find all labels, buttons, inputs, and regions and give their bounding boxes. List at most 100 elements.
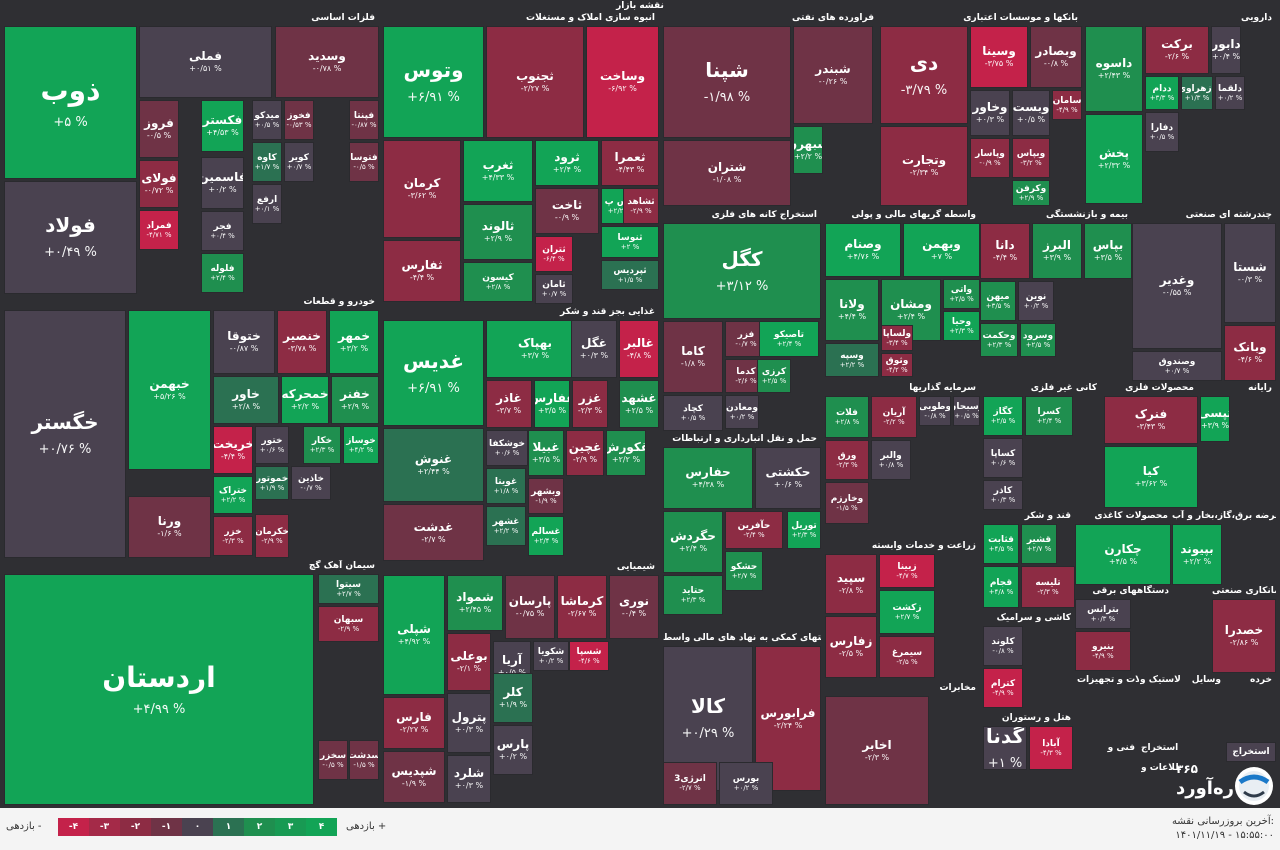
symbol-tile[interactable]: خمهر +۳/۲ % <box>329 310 379 374</box>
symbol-tile[interactable]: کترام -۴/۹ % <box>983 668 1023 708</box>
symbol-tile[interactable]: کرماشا -۲/۶۷ % <box>557 575 607 639</box>
symbol-tile[interactable]: ثنوسا +۲ % <box>601 226 659 258</box>
symbol-tile[interactable]: وبصادر -۰/۸ % <box>1030 26 1082 88</box>
symbol-tile[interactable]: داسوه +۲/۴۳ % <box>1085 26 1143 112</box>
symbol-tile[interactable]: شپلی +۴/۹۲ % <box>383 575 445 695</box>
symbol-tile[interactable]: وبست +۰/۵ % <box>1012 90 1050 136</box>
symbol-tile[interactable]: فکستر +۴/۵۳ % <box>201 100 244 152</box>
symbol-tile[interactable]: برکت -۲/۶ % <box>1145 26 1209 74</box>
symbol-tile[interactable]: فپنتا -۰/۸۷ % <box>349 100 379 140</box>
symbol-tile[interactable]: ددام +۳/۳ % <box>1145 76 1179 110</box>
symbol-tile[interactable]: شلرد +۰/۳ % <box>447 755 491 803</box>
symbol-tile[interactable]: وکرفن +۲/۹ % <box>1012 180 1050 206</box>
symbol-tile[interactable]: کچاد +۰/۵ % <box>663 395 723 431</box>
symbol-tile[interactable]: غزر -۲/۳ % <box>572 380 608 428</box>
symbol-tile[interactable]: وبپاس -۳/۲ % <box>1012 138 1050 178</box>
symbol-tile[interactable]: دفارا +۰/۵ % <box>1145 112 1179 152</box>
symbol-tile[interactable]: کلوند -۰/۸ % <box>983 626 1023 666</box>
symbol-tile[interactable]: فولای -۰/۷۲ % <box>139 160 179 208</box>
symbol-tile[interactable]: وخارزم -۱/۵ % <box>825 482 869 524</box>
symbol-tile[interactable]: ختراک +۲/۲ % <box>213 476 253 514</box>
symbol-tile[interactable]: فنرک -۳/۴۳ % <box>1104 396 1198 444</box>
symbol-tile[interactable]: خوساز +۴/۲ % <box>343 426 379 464</box>
symbol-tile[interactable]: شستا -۰/۳ % <box>1224 223 1276 323</box>
symbol-tile[interactable]: کاما -۱/۸ % <box>663 321 723 393</box>
symbol-tile[interactable]: پخش +۲/۳۲ % <box>1085 114 1143 204</box>
symbol-tile[interactable]: سخزر -۰/۵ % <box>318 740 348 780</box>
symbol-tile[interactable]: ثاخت -۰/۹ % <box>535 188 599 234</box>
symbol-tile[interactable]: ثشاهد -۲/۹ % <box>623 188 659 224</box>
symbol-tile[interactable]: ولساپا -۳/۴ % <box>881 325 913 351</box>
symbol-tile[interactable]: کاذر +۰/۳ % <box>983 480 1023 510</box>
symbol-tile[interactable]: گدنا +۱ % <box>983 726 1027 770</box>
symbol-tile[interactable]: حکشتی +۰/۶ % <box>755 447 821 509</box>
symbol-tile[interactable]: کیا +۳/۶۲ % <box>1104 446 1198 508</box>
symbol-tile[interactable]: ختور +۰/۶ % <box>255 426 289 464</box>
symbol-tile[interactable]: وساخت -۶/۹۲ % <box>586 26 659 138</box>
symbol-tile[interactable]: نوین +۰/۲ % <box>1018 281 1054 321</box>
symbol-tile[interactable]: سیتوا +۲/۷ % <box>318 574 379 604</box>
symbol-tile[interactable]: فتوسا -۰/۵ % <box>349 142 379 182</box>
symbol-tile[interactable]: ثعمرا -۴/۴۳ % <box>601 140 659 186</box>
symbol-tile[interactable]: غشهر +۲/۲ % <box>486 506 526 546</box>
symbol-tile[interactable]: وسپه +۲/۲ % <box>825 343 879 377</box>
symbol-tile[interactable]: سبهان -۲/۹ % <box>318 606 379 642</box>
symbol-tile[interactable]: وسرود +۲/۵ % <box>1020 323 1056 357</box>
symbol-tile[interactable]: کاوه +۱/۷ % <box>252 142 282 182</box>
symbol-tile[interactable]: شبهرن+۲/۲ % <box>793 126 823 174</box>
symbol-tile[interactable]: فخوز -۰/۵۳ % <box>284 100 314 140</box>
symbol-tile[interactable]: اخابر -۲/۳ % <box>825 696 929 805</box>
symbol-tile[interactable]: فجر +۰/۴ % <box>201 211 244 251</box>
symbol-tile[interactable]: فارس -۲/۲۷ % <box>383 697 445 749</box>
symbol-tile[interactable]: تلیسه -۲/۳ % <box>1021 566 1075 608</box>
symbol-tile[interactable]: حتاید +۲/۳ % <box>663 575 723 615</box>
symbol-tile[interactable]: زکشت +۲/۷ % <box>879 590 935 634</box>
symbol-tile[interactable]: ارفع +۰/۱ % <box>252 184 282 224</box>
symbol-tile[interactable]: فمراد -۴/۷۱ % <box>139 210 179 250</box>
symbol-tile[interactable]: آریان -۲/۲ % <box>871 396 917 438</box>
symbol-tile[interactable]: ثجنوب -۲/۲۷ % <box>486 26 584 138</box>
symbol-tile[interactable]: البرز +۳/۹ % <box>1032 223 1082 279</box>
symbol-tile[interactable]: فملی +۰/۵۱ % <box>139 26 272 98</box>
symbol-tile[interactable]: خموتور +۱/۹ % <box>255 466 289 500</box>
symbol-tile[interactable]: خوشکفا +۰/۶ % <box>486 430 528 466</box>
symbol-tile[interactable]: ثامان +۰/۷ % <box>535 274 573 304</box>
symbol-tile[interactable]: شپنا -۱/۹۸ % <box>663 26 791 138</box>
symbol-tile[interactable]: چکارن +۴/۵ % <box>1075 524 1171 585</box>
symbol-tile[interactable]: نوری -۰/۴ % <box>609 575 659 639</box>
symbol-tile[interactable]: فولاد +۰/۴۹ % <box>4 181 137 294</box>
symbol-tile[interactable]: آبادا -۴/۳ % <box>1029 726 1073 770</box>
symbol-tile[interactable]: خریخت -۴/۴ % <box>213 426 253 474</box>
symbol-tile[interactable]: قثابت +۴/۵ % <box>983 524 1019 564</box>
symbol-tile[interactable]: ورق -۲/۳ % <box>825 440 869 480</box>
symbol-tile[interactable]: میهن +۳/۵ % <box>980 281 1016 321</box>
symbol-tile[interactable]: میدکو +۰/۵ % <box>252 100 282 140</box>
symbol-tile[interactable]: بورس +۰/۲ % <box>719 762 773 805</box>
symbol-tile[interactable]: کرمان -۳/۶۲ % <box>383 140 461 238</box>
symbol-tile[interactable]: شسپا -۴/۶ % <box>569 641 609 671</box>
symbol-tile[interactable]: غفارس+۳/۵ % <box>534 380 570 428</box>
symbol-tile[interactable]: کگل +۳/۱۲ % <box>663 223 821 319</box>
symbol-tile[interactable]: فاسمین+۰/۲ % <box>201 157 244 209</box>
symbol-tile[interactable]: غدشت -۲/۷ % <box>383 504 484 561</box>
symbol-tile[interactable]: پارسان -۰/۷۵ % <box>505 575 555 639</box>
symbol-tile[interactable]: فروز -۰/۵ % <box>139 100 179 158</box>
symbol-tile[interactable]: خفنر +۲/۹ % <box>331 376 379 424</box>
symbol-tile[interactable]: وبهمن +۷ % <box>903 223 980 277</box>
symbol-tile[interactable]: وبشهر -۱/۹ % <box>528 478 564 514</box>
symbol-tile[interactable]: تاصیکو +۲/۴ % <box>759 321 819 357</box>
symbol-tile[interactable]: غگل +۰/۳ % <box>571 320 617 378</box>
symbol-tile[interactable]: کلر +۱/۹ % <box>493 673 533 723</box>
symbol-tile[interactable]: پترول +۰/۳ % <box>447 693 491 753</box>
symbol-tile[interactable]: ختوقا -۰/۸۷ % <box>213 310 275 374</box>
symbol-tile[interactable]: بترانس +۰/۳ % <box>1075 599 1131 629</box>
symbol-tile[interactable]: خاور +۲/۸ % <box>213 376 279 424</box>
symbol-tile[interactable]: کساپا +۰/۶ % <box>983 438 1023 478</box>
symbol-tile[interactable]: شپدیس -۱/۹ % <box>383 751 445 803</box>
symbol-tile[interactable]: شبندر -۰/۲۶ % <box>793 26 873 124</box>
symbol-tile[interactable]: شمواد +۲/۴۵ % <box>447 575 503 631</box>
symbol-tile[interactable]: غبیلا +۳/۵ % <box>528 430 564 476</box>
symbol-tile[interactable]: ثپردیس +۱/۵ % <box>601 260 659 290</box>
symbol-tile[interactable]: اردستان +۴/۹۹ % <box>4 574 314 805</box>
symbol-tile[interactable]: دزهراوی+۱/۳ % <box>1181 76 1213 110</box>
